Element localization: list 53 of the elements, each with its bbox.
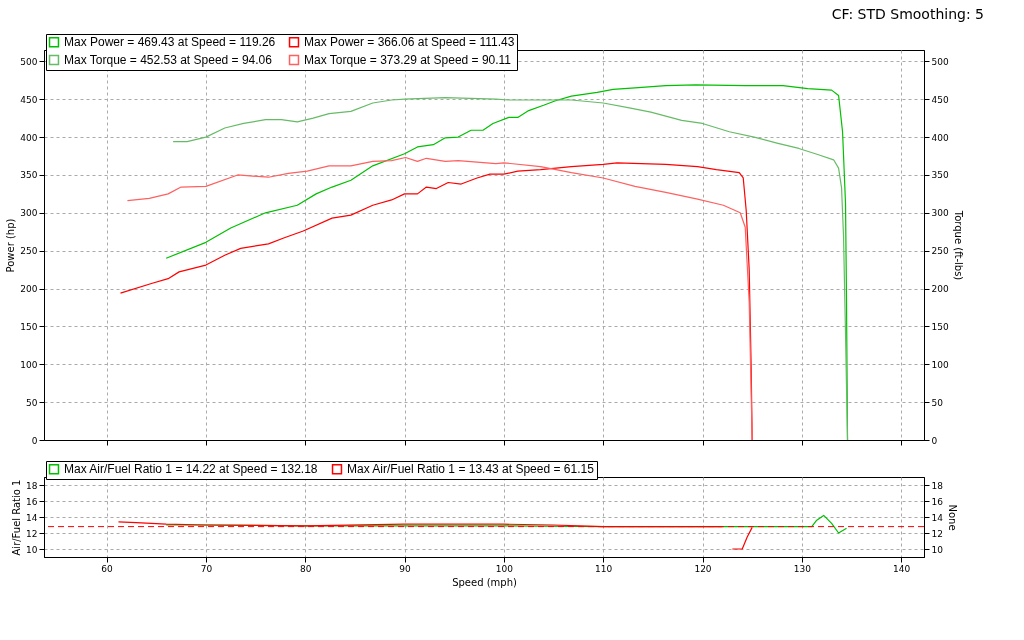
y-tick-label: 450 (20, 94, 38, 105)
y-tick-label: 16 (26, 496, 38, 507)
x-tick-label: 110 (595, 563, 613, 574)
x-tick-label: 80 (299, 563, 312, 574)
legend-label: Max Air/Fuel Ratio 1 = 14.22 at Speed = 132.18 (64, 462, 318, 477)
y-tick-label: 14 (26, 512, 38, 523)
x-tick-label: 130 (793, 563, 812, 574)
y-tick-label: 10 (26, 544, 38, 555)
y2-tick-label: 18 (931, 480, 944, 491)
y2-tick-label: 100 (931, 359, 949, 370)
y2-tick-label: 14 (931, 512, 944, 523)
y-tick-label: 250 (20, 246, 38, 257)
y2-tick-label: 200 (931, 284, 949, 295)
y-axis-title: Power (hp) (5, 218, 17, 273)
y2-tick-label: 10 (931, 544, 944, 555)
y-tick-label: 0 (31, 435, 38, 446)
y2-tick-label: 12 (931, 528, 943, 539)
x-tick-label: 90 (399, 563, 412, 574)
y-tick-label: 350 (20, 170, 38, 181)
y-tick-label: 500 (20, 56, 38, 67)
legend-label: Max Torque = 373.29 at Speed = 90.11 (304, 53, 512, 67)
legend-label: Max Power = 366.06 at Speed = 111.43 (304, 35, 515, 50)
y-axis-title: Air/Fuel Ratio 1 (11, 479, 23, 556)
y2-tick-label: 150 (931, 321, 949, 332)
y2-tick-label: 500 (931, 56, 949, 67)
legend-label: Max Power = 469.43 at Speed = 119.26 (64, 35, 276, 50)
text: CF: STD Smoothing: 5 (831, 6, 984, 22)
x-tick-label: 100 (495, 563, 514, 574)
x-tick-label: 70 (200, 563, 213, 574)
y2-axis-title: None (946, 504, 958, 531)
x-axis-title: Speed (mph) (452, 576, 517, 588)
y-tick-label: 50 (26, 397, 38, 408)
y-tick-label: 100 (20, 359, 38, 370)
x-tick-label: 60 (101, 563, 114, 574)
x-tick-label: 120 (694, 563, 712, 574)
y2-tick-label: 300 (931, 208, 949, 219)
x-tick-label: 140 (893, 563, 911, 574)
y2-tick-label: 400 (931, 132, 949, 143)
y-tick-label: 200 (20, 284, 38, 295)
y-tick-label: 150 (20, 321, 38, 332)
y2-tick-label: 0 (931, 435, 938, 446)
y2-tick-label: 350 (931, 170, 949, 181)
y-tick-label: 400 (20, 132, 38, 143)
y2-tick-label: 50 (931, 397, 944, 408)
y2-axis-title: Torque (ft-lbs) (952, 209, 964, 281)
y2-tick-label: 16 (931, 496, 944, 507)
legend-label: Max Torque = 452.53 at Speed = 94.06 (64, 53, 273, 67)
legend-label: Max Air/Fuel Ratio 1 = 13.43 at Speed = 61.15 (347, 462, 595, 477)
y-tick-label: 300 (20, 208, 38, 219)
y-tick-label: 18 (26, 480, 38, 491)
y2-tick-label: 450 (931, 94, 949, 105)
y-tick-label: 12 (26, 528, 38, 539)
y2-tick-label: 250 (931, 246, 949, 257)
